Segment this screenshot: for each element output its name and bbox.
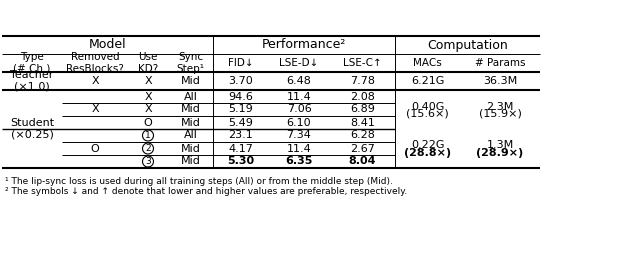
Text: Removed
ResBlocks?: Removed ResBlocks? (66, 52, 124, 74)
Text: 6.48: 6.48 (287, 76, 312, 86)
Text: 8.04: 8.04 (349, 156, 376, 166)
Text: Type
(# Ch.): Type (# Ch.) (13, 52, 51, 74)
Text: 1: 1 (145, 131, 151, 140)
Text: Mid: Mid (180, 118, 200, 127)
Text: Mid: Mid (180, 144, 200, 153)
Text: 36.3M: 36.3M (483, 76, 517, 86)
Text: (28.8×): (28.8×) (404, 147, 451, 157)
Text: O: O (91, 144, 99, 153)
Text: Mid: Mid (180, 76, 200, 86)
Text: 3: 3 (145, 157, 151, 166)
Text: Student
(×0.25): Student (×0.25) (10, 118, 54, 140)
Text: 5.19: 5.19 (228, 105, 253, 115)
Text: 23.1: 23.1 (228, 131, 253, 140)
Text: 2.08: 2.08 (350, 92, 375, 102)
Text: # Params: # Params (475, 58, 525, 68)
Text: X: X (144, 105, 152, 115)
Text: 1.3M: 1.3M (486, 140, 514, 150)
Text: 7.78: 7.78 (350, 76, 375, 86)
Text: 5.49: 5.49 (228, 118, 253, 127)
Text: ¹ The lip-sync loss is used during all training steps (All) or from the middle s: ¹ The lip-sync loss is used during all t… (5, 176, 393, 186)
Text: 11.4: 11.4 (287, 144, 312, 153)
Text: 6.21G: 6.21G (411, 76, 444, 86)
Text: (15.6×): (15.6×) (406, 108, 449, 118)
Text: 4.17: 4.17 (228, 144, 253, 153)
Text: (28.9×): (28.9×) (476, 147, 524, 157)
Text: X: X (91, 105, 99, 115)
Text: 6.89: 6.89 (350, 105, 375, 115)
Text: X: X (91, 76, 99, 86)
Text: 5.30: 5.30 (227, 156, 254, 166)
Text: 6.35: 6.35 (285, 156, 313, 166)
Text: (15.9×): (15.9×) (479, 108, 522, 118)
Text: LSE-D↓: LSE-D↓ (279, 58, 319, 68)
Text: 6.10: 6.10 (287, 118, 311, 127)
Text: MACs: MACs (413, 58, 442, 68)
Text: LSE-C↑: LSE-C↑ (343, 58, 382, 68)
Text: 11.4: 11.4 (287, 92, 312, 102)
Text: 2.3M: 2.3M (486, 102, 514, 111)
Text: 2.67: 2.67 (350, 144, 375, 153)
Text: Model: Model (89, 38, 126, 51)
Text: FID↓: FID↓ (228, 58, 253, 68)
Text: X: X (144, 76, 152, 86)
Text: 2: 2 (145, 144, 151, 153)
Text: 3.70: 3.70 (228, 76, 253, 86)
Text: 7.06: 7.06 (287, 105, 312, 115)
Text: O: O (143, 118, 152, 127)
Text: ² The symbols ↓ and ↑ denote that lower and higher values are preferable, respec: ² The symbols ↓ and ↑ denote that lower … (5, 186, 407, 195)
Text: Use
KD?: Use KD? (138, 52, 158, 74)
Text: Performance²: Performance² (262, 38, 346, 51)
Text: X: X (144, 92, 152, 102)
Text: 0.40G: 0.40G (411, 102, 444, 111)
Text: Computation: Computation (427, 38, 508, 51)
Text: 7.34: 7.34 (287, 131, 312, 140)
Text: All: All (184, 92, 197, 102)
Text: Sync
Step¹: Sync Step¹ (177, 52, 205, 74)
Text: Mid: Mid (180, 105, 200, 115)
Text: Teacher
(×1.0): Teacher (×1.0) (10, 70, 54, 92)
Text: All: All (184, 131, 197, 140)
Text: 94.6: 94.6 (228, 92, 253, 102)
Text: 0.22G: 0.22G (411, 140, 444, 150)
Text: Mid: Mid (180, 156, 200, 166)
Text: 8.41: 8.41 (350, 118, 375, 127)
Text: 6.28: 6.28 (350, 131, 375, 140)
